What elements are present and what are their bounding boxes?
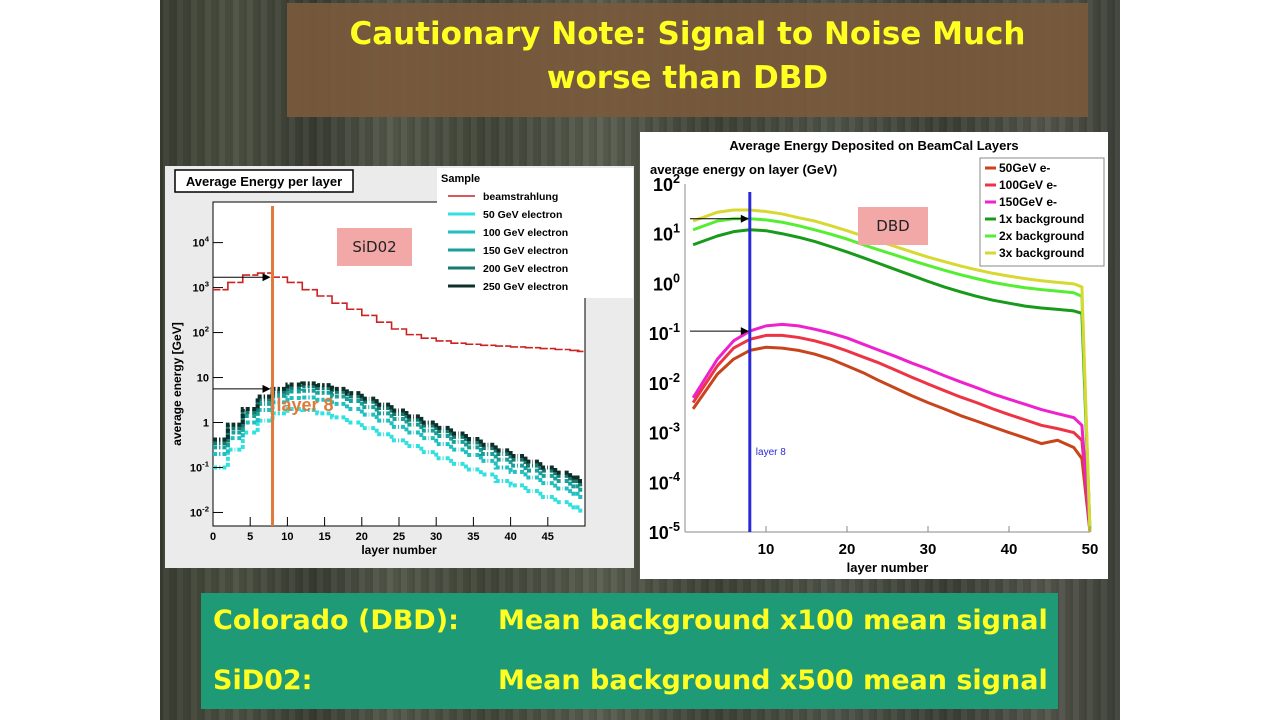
- legend-entry: 2x background: [999, 229, 1084, 243]
- x-tick-label: 20: [839, 541, 856, 558]
- y-tick-label: 10-1: [649, 321, 680, 344]
- dbd-chart-panel: 102 101 100 10-1 10-2 10-3 10-4 10-5 10 20 30 40 50 l…: [640, 132, 1108, 579]
- x-tick-label: 25: [393, 531, 405, 543]
- arrow-head: [262, 384, 271, 393]
- y-axis-label: average energy [GeV]: [170, 322, 184, 445]
- series-line: [692, 217, 1092, 533]
- note-row-1-text: Mean background x100 mean signal: [498, 605, 1048, 636]
- x-tick-label: 40: [504, 531, 516, 543]
- y-tick-label: 10-1: [190, 460, 210, 475]
- x-axis-label: layer number: [361, 543, 437, 557]
- arrow-head: [262, 273, 271, 282]
- x-tick-label: 30: [920, 541, 937, 558]
- comparison-note: Colorado (DBD): Mean background x100 mea…: [201, 593, 1058, 709]
- sid02-chart: 10-2 10-1 1 10 102 103 104 0 5 10 15 20 25 30 35 40 45 la…: [170, 168, 633, 557]
- y-tick-label: 101: [653, 222, 680, 245]
- legend-entry: 50GeV e-: [999, 161, 1050, 175]
- y-axis-label: average energy on layer (GeV): [650, 162, 837, 177]
- layer-8-label: layer 8: [756, 447, 786, 458]
- series-line: [691, 345, 1092, 533]
- series-line: [213, 272, 584, 353]
- y-tick-label: 10-2: [190, 505, 209, 520]
- legend-entry: 100GeV e-: [999, 178, 1057, 192]
- y-tick-label: 10-4: [649, 470, 680, 493]
- title-box: [287, 3, 1088, 117]
- legend-entry: 100 GeV electron: [483, 227, 568, 239]
- series-line: [691, 333, 1092, 533]
- legend-entry: 200 GeV electron: [483, 263, 568, 275]
- x-tick-label: 40: [1001, 541, 1018, 558]
- slide-title: Cautionary Note: Signal to Noise Much wo…: [287, 12, 1088, 100]
- dbd-label: DBD: [858, 207, 928, 245]
- legend-entry: 150 GeV electron: [483, 245, 568, 257]
- title-line-1: Cautionary Note: Signal to Noise Much: [349, 16, 1026, 52]
- series-line: [692, 208, 1092, 533]
- note-row-2-label: SiD02:: [213, 665, 313, 696]
- legend-entry: beamstrahlung: [483, 191, 558, 203]
- legend-title: Sample: [441, 173, 480, 185]
- legend-box: [979, 157, 1105, 267]
- x-tick-label: 45: [542, 531, 554, 543]
- x-tick-label: 15: [318, 531, 330, 543]
- y-tick-label: 10-3: [649, 420, 680, 443]
- x-tick-label: 35: [467, 531, 479, 543]
- x-tick-label: 5: [247, 531, 253, 543]
- chart-title-box: [174, 169, 354, 193]
- legend-entry: 3x background: [999, 246, 1084, 260]
- x-tick-label: 0: [210, 531, 216, 543]
- y-tick-label: 10: [197, 373, 209, 385]
- sid02-chart-panel: 10-2 10-1 1 10 102 103 104 0 5 10 15 20 25 30 35 40 45 la…: [165, 166, 634, 568]
- y-tick-label: 10-5: [649, 520, 680, 543]
- legend-entry: 250 GeV electron: [483, 281, 568, 293]
- y-tick-label: 10-2: [649, 371, 680, 394]
- x-tick-label: 10: [281, 531, 293, 543]
- arrow-head: [740, 327, 749, 336]
- layer-8-label: layer 8: [277, 395, 334, 415]
- legend-entry: 50 GeV electron: [483, 209, 562, 221]
- x-axis-label: layer number: [847, 560, 929, 575]
- x-tick-label: 30: [430, 531, 442, 543]
- title-line-2: worse than DBD: [546, 60, 829, 96]
- legend-entry: 150GeV e-: [999, 195, 1057, 209]
- x-tick-label: 50: [1082, 541, 1099, 558]
- chart-title: Average Energy per layer: [186, 174, 342, 189]
- arrow-head: [740, 214, 749, 223]
- y-tick-label: 103: [192, 280, 209, 295]
- y-tick-label: 104: [192, 235, 209, 250]
- note-row-1-label: Colorado (DBD):: [213, 605, 459, 636]
- x-tick-label: 10: [758, 541, 775, 558]
- series-line: [692, 228, 1092, 533]
- chart-title: Average Energy Deposited on BeamCal Laye…: [729, 138, 1018, 153]
- series-line: [691, 322, 1092, 533]
- legend-entry: 1x background: [999, 212, 1084, 226]
- series-line: [213, 381, 584, 484]
- note-row-2-text: Mean background x500 mean signal: [498, 665, 1048, 696]
- y-tick-label: 1: [203, 418, 209, 430]
- y-tick-label: 100: [653, 271, 680, 294]
- slide: Cautionary Note: Signal to Noise Much wo…: [160, 0, 1120, 720]
- sid02-label: SiD02: [337, 228, 412, 266]
- x-tick-label: 20: [356, 531, 368, 543]
- y-tick-label: 102: [192, 325, 209, 340]
